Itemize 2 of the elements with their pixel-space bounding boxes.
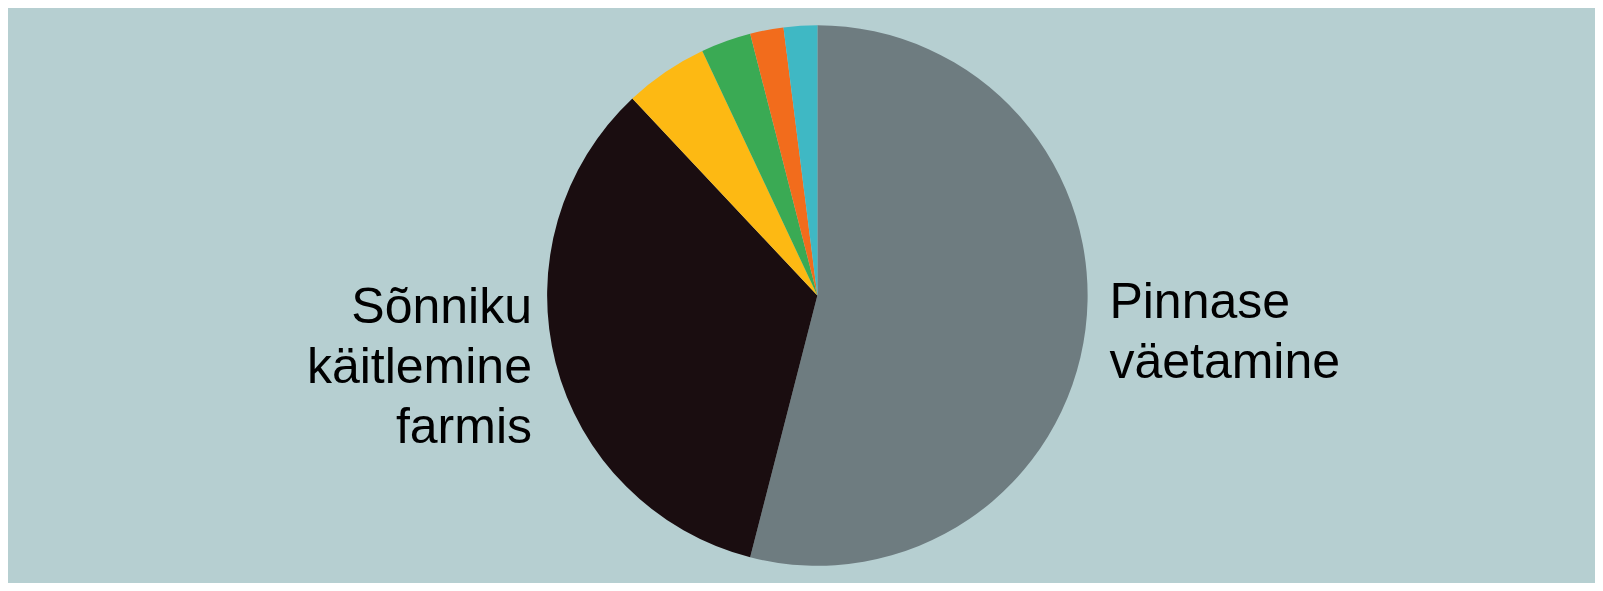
- slice-label: Pinnase väetamine: [1109, 272, 1341, 389]
- slice-label: Sõnniku käitlemine farmis: [306, 277, 532, 454]
